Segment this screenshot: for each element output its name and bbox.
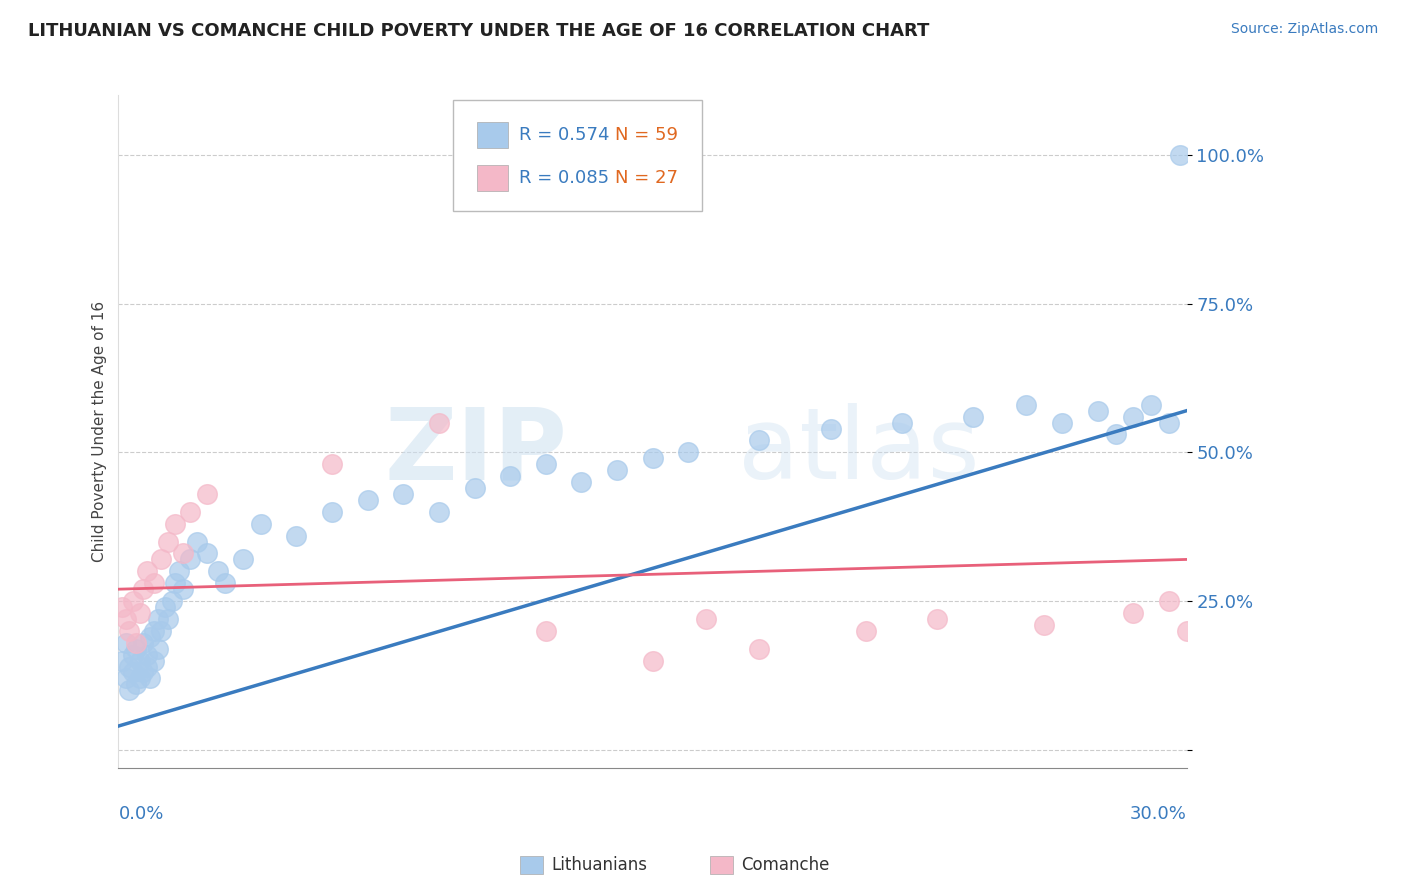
Point <box>1157 594 1180 608</box>
Point <box>132 582 155 597</box>
Point <box>357 492 380 507</box>
Text: LITHUANIAN VS COMANCHE CHILD POVERTY UNDER THE AGE OF 16 CORRELATION CHART: LITHUANIAN VS COMANCHE CHILD POVERTY UND… <box>28 22 929 40</box>
Point <box>128 654 150 668</box>
Point <box>1122 606 1144 620</box>
Point <box>1140 398 1163 412</box>
Point <box>121 594 143 608</box>
Point <box>427 416 450 430</box>
Point <box>1157 416 1180 430</box>
Point <box>165 576 187 591</box>
Point <box>321 457 343 471</box>
Point <box>392 487 415 501</box>
Point <box>128 672 150 686</box>
Point <box>132 636 155 650</box>
Point <box>1104 427 1126 442</box>
Text: R = 0.085: R = 0.085 <box>519 169 609 187</box>
Point <box>1168 148 1191 162</box>
Y-axis label: Child Poverty Under the Age of 16: Child Poverty Under the Age of 16 <box>93 301 107 562</box>
Text: Comanche: Comanche <box>741 856 830 874</box>
Point <box>136 565 159 579</box>
Point <box>111 600 134 615</box>
Point <box>321 505 343 519</box>
Point <box>121 648 143 662</box>
Point <box>641 654 664 668</box>
Point <box>641 451 664 466</box>
Point <box>143 624 166 638</box>
Point <box>125 641 148 656</box>
Point <box>139 672 162 686</box>
Text: ZIP: ZIP <box>384 403 567 500</box>
Point <box>748 641 770 656</box>
Point <box>695 612 717 626</box>
Text: N = 59: N = 59 <box>614 126 678 144</box>
Point <box>165 516 187 531</box>
Point <box>890 416 912 430</box>
Point <box>146 612 169 626</box>
Point <box>179 552 201 566</box>
Point <box>820 421 842 435</box>
Text: N = 27: N = 27 <box>614 169 678 187</box>
Point <box>157 534 180 549</box>
Text: 0.0%: 0.0% <box>118 805 165 822</box>
Point <box>606 463 628 477</box>
Point <box>1087 403 1109 417</box>
Point <box>157 612 180 626</box>
Point <box>748 434 770 448</box>
Point <box>1015 398 1038 412</box>
Point <box>153 600 176 615</box>
Point <box>427 505 450 519</box>
Point <box>146 641 169 656</box>
Point <box>136 648 159 662</box>
Point <box>214 576 236 591</box>
Point <box>111 654 134 668</box>
Point <box>143 654 166 668</box>
Point <box>114 636 136 650</box>
Point <box>167 565 190 579</box>
Point <box>1033 618 1056 632</box>
Point <box>927 612 949 626</box>
Point <box>121 665 143 680</box>
Point <box>139 630 162 644</box>
Point <box>118 659 141 673</box>
Point <box>150 552 173 566</box>
Point <box>150 624 173 638</box>
Point <box>1122 409 1144 424</box>
Point <box>132 665 155 680</box>
Point <box>179 505 201 519</box>
Point <box>534 457 557 471</box>
Point <box>128 606 150 620</box>
Point <box>197 546 219 560</box>
Point <box>232 552 254 566</box>
Text: 30.0%: 30.0% <box>1130 805 1187 822</box>
Point <box>172 546 194 560</box>
Text: R = 0.574: R = 0.574 <box>519 126 610 144</box>
Point <box>197 487 219 501</box>
Point <box>499 469 522 483</box>
Point <box>1050 416 1073 430</box>
Point <box>114 612 136 626</box>
Point <box>118 683 141 698</box>
Point <box>207 565 229 579</box>
Point <box>125 636 148 650</box>
Point <box>569 475 592 489</box>
Point <box>172 582 194 597</box>
Point <box>464 481 486 495</box>
Point <box>118 624 141 638</box>
Point <box>136 659 159 673</box>
Point <box>114 672 136 686</box>
Point <box>143 576 166 591</box>
Point <box>250 516 273 531</box>
Point <box>962 409 984 424</box>
Point <box>285 528 308 542</box>
Point <box>160 594 183 608</box>
Point <box>676 445 699 459</box>
Point <box>534 624 557 638</box>
Text: Source: ZipAtlas.com: Source: ZipAtlas.com <box>1230 22 1378 37</box>
Text: atlas: atlas <box>738 403 980 500</box>
Point <box>186 534 208 549</box>
Point <box>855 624 877 638</box>
Point <box>125 677 148 691</box>
Point <box>1175 624 1198 638</box>
Text: Lithuanians: Lithuanians <box>551 856 647 874</box>
